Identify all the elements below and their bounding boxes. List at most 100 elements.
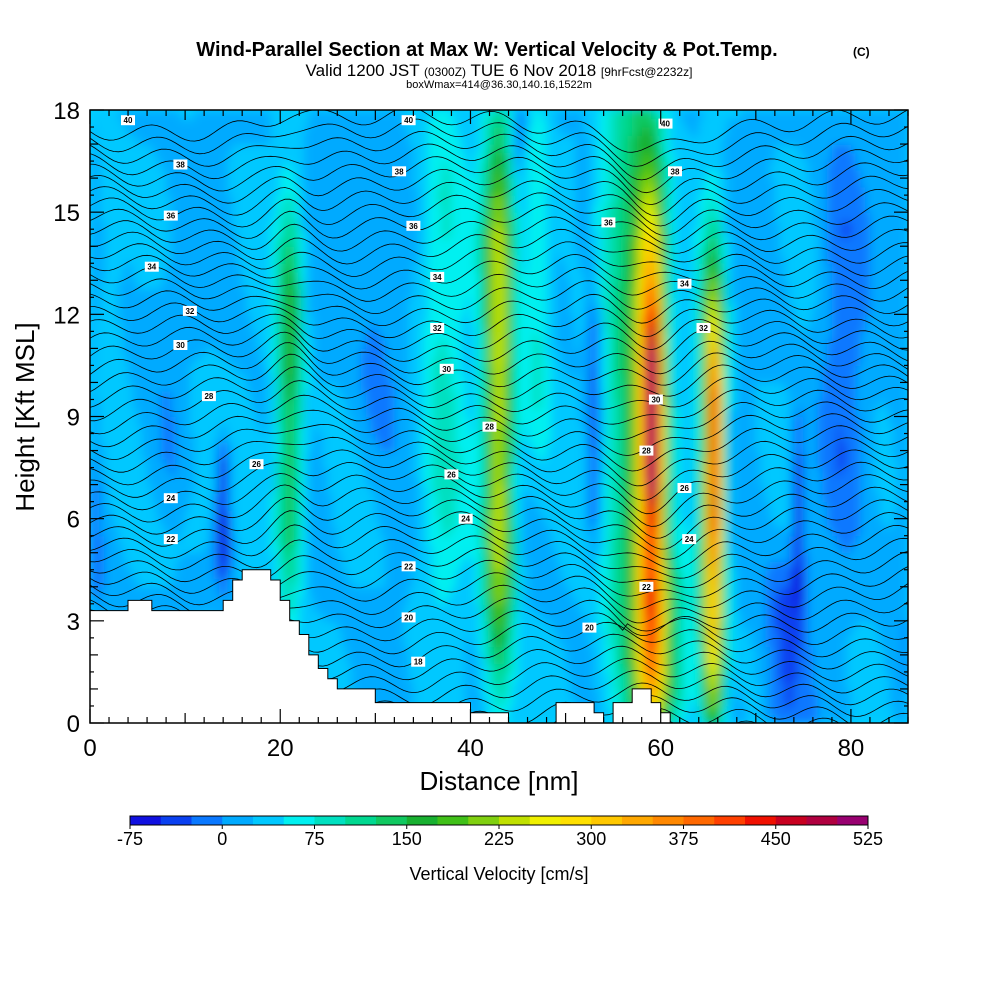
velocity-cell <box>175 118 181 128</box>
velocity-cell <box>351 254 357 264</box>
velocity-cell <box>208 603 215 613</box>
velocity-cell <box>123 331 129 341</box>
velocity-cell <box>389 467 395 477</box>
velocity-cell <box>304 322 310 332</box>
velocity-cell <box>375 518 381 528</box>
velocity-cell <box>142 450 148 460</box>
velocity-cell <box>389 442 395 452</box>
velocity-cell <box>213 467 220 477</box>
velocity-cell <box>265 169 272 179</box>
velocity-cell <box>246 152 253 162</box>
velocity-cell <box>332 493 338 503</box>
velocity-cell <box>313 297 319 307</box>
velocity-cell <box>199 365 205 375</box>
velocity-cell <box>123 144 129 154</box>
velocity-cell <box>123 586 129 596</box>
velocity-cell <box>399 663 405 673</box>
velocity-cell <box>323 169 329 179</box>
velocity-cell <box>389 339 395 349</box>
velocity-cell <box>151 339 158 349</box>
velocity-cell <box>204 110 210 120</box>
velocity-cell <box>299 561 305 571</box>
velocity-cell <box>161 297 167 307</box>
velocity-cell <box>389 365 395 375</box>
velocity-cell <box>99 493 105 503</box>
velocity-cell <box>180 314 186 324</box>
velocity-cell <box>227 586 234 596</box>
velocity-cell <box>294 331 300 341</box>
velocity-cell <box>213 373 220 384</box>
velocity-cell <box>356 237 362 247</box>
velocity-cell <box>256 442 262 452</box>
velocity-cell <box>132 501 139 511</box>
velocity-cell <box>318 544 324 554</box>
velocity-cell <box>246 442 253 452</box>
velocity-cell <box>389 416 395 426</box>
velocity-cell <box>194 220 200 230</box>
velocity-cell <box>113 527 120 537</box>
velocity-cell <box>204 578 210 588</box>
velocity-cell <box>237 305 243 315</box>
velocity-cell <box>261 314 267 324</box>
velocity-cell <box>246 314 253 324</box>
velocity-cell <box>213 450 220 460</box>
velocity-cell <box>323 280 329 290</box>
velocity-cell <box>199 356 205 367</box>
velocity-cell <box>304 561 310 571</box>
velocity-cell <box>408 365 414 375</box>
velocity-cell <box>342 127 348 137</box>
velocity-cell <box>365 510 372 520</box>
velocity-cell <box>142 586 148 596</box>
velocity-cell <box>175 331 181 341</box>
velocity-cell <box>323 271 329 281</box>
velocity-cell <box>118 433 124 443</box>
velocity-cell <box>284 442 291 452</box>
velocity-cell <box>90 161 96 171</box>
velocity-cell <box>389 476 395 486</box>
velocity-cell <box>261 110 267 120</box>
velocity-cell <box>375 254 381 264</box>
velocity-cell <box>175 280 181 290</box>
velocity-cell <box>365 442 372 452</box>
velocity-cell <box>94 586 101 596</box>
velocity-cell <box>346 535 353 545</box>
velocity-cell <box>185 373 191 384</box>
velocity-cell <box>370 680 376 690</box>
velocity-cell <box>408 237 414 247</box>
velocity-cell <box>284 339 291 349</box>
velocity-cell <box>327 229 334 239</box>
velocity-cell <box>180 544 186 554</box>
velocity-cell <box>351 263 357 273</box>
velocity-cell <box>161 390 167 401</box>
velocity-cell <box>318 569 324 579</box>
velocity-cell <box>123 297 129 307</box>
velocity-cell <box>246 561 253 571</box>
velocity-cell <box>265 195 272 205</box>
velocity-cell <box>318 654 324 664</box>
velocity-cell <box>99 169 105 179</box>
velocity-cell <box>251 110 258 120</box>
velocity-cell <box>337 612 343 622</box>
velocity-cell <box>170 348 177 358</box>
velocity-cell <box>346 152 353 162</box>
velocity-cell <box>166 467 172 477</box>
velocity-cell <box>403 510 410 520</box>
velocity-cell <box>113 373 120 384</box>
velocity-cell <box>118 322 124 332</box>
velocity-cell <box>318 152 324 162</box>
velocity-cell <box>394 127 400 137</box>
velocity-cell <box>142 271 148 281</box>
velocity-cell <box>332 484 338 494</box>
velocity-cell <box>194 450 200 460</box>
velocity-cell <box>170 373 177 384</box>
velocity-cell <box>256 356 262 367</box>
velocity-cell <box>313 561 319 571</box>
velocity-cell <box>323 637 329 647</box>
velocity-cell <box>137 373 143 384</box>
velocity-cell <box>351 237 357 247</box>
velocity-cell <box>132 390 139 401</box>
velocity-cell <box>180 399 186 409</box>
velocity-cell <box>156 544 162 554</box>
velocity-cell <box>147 254 153 264</box>
velocity-cell <box>128 212 134 222</box>
